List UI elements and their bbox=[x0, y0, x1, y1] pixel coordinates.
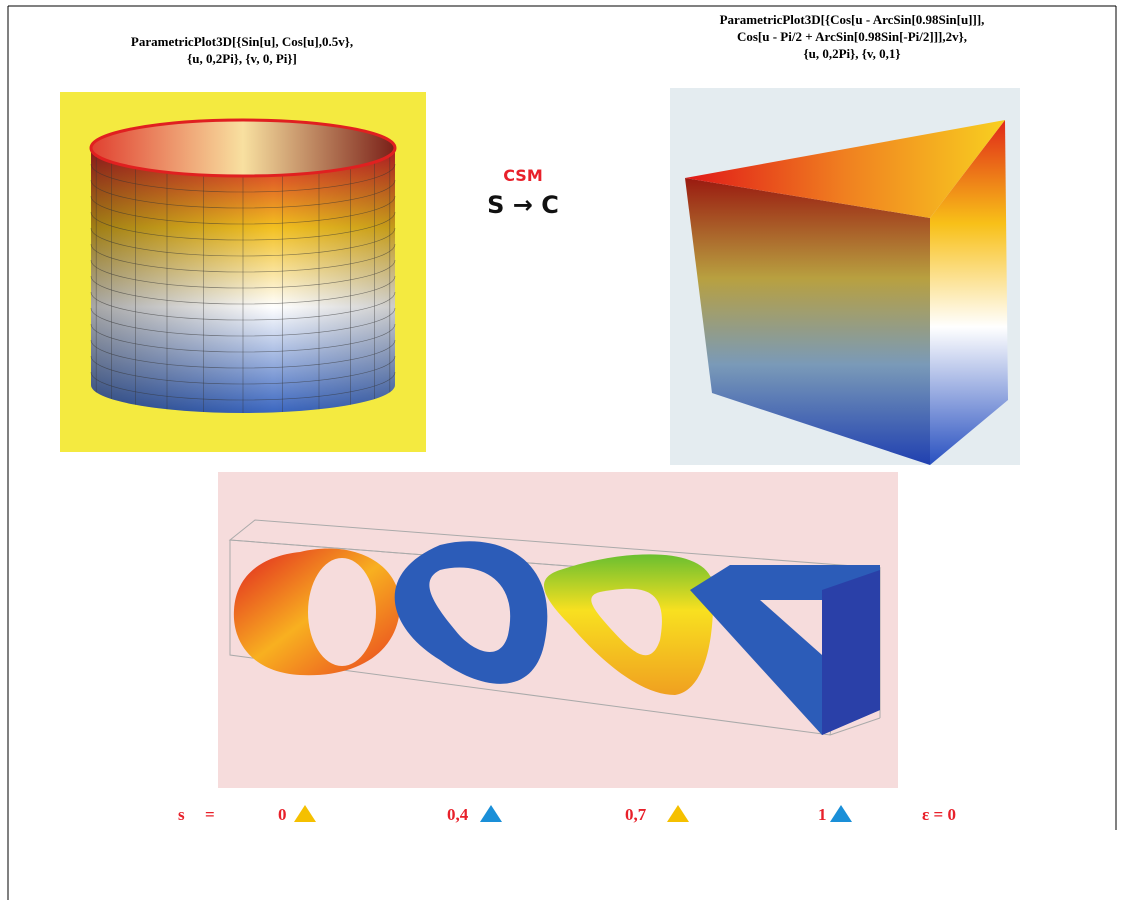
marker bbox=[294, 805, 316, 822]
transition-label: S → C bbox=[487, 191, 559, 219]
ribbon-hole bbox=[760, 600, 822, 655]
csm-label: CSM bbox=[503, 166, 542, 185]
box-edge bbox=[829, 717, 881, 736]
equals-label: = bbox=[205, 805, 215, 824]
marker bbox=[480, 805, 502, 822]
marker bbox=[830, 805, 852, 822]
s-value: 0,7 bbox=[625, 805, 647, 824]
s-value: 1 bbox=[818, 805, 827, 824]
s-value: 0,4 bbox=[447, 805, 469, 824]
ribbon-hole bbox=[308, 558, 376, 666]
epsilon-label: ε = 0 bbox=[922, 805, 956, 824]
prism-top bbox=[685, 120, 1005, 218]
ribbon-hole bbox=[429, 567, 511, 652]
right-caption: Cos[u - Pi/2 + ArcSin[0.98Sin[-Pi/2]]],2… bbox=[737, 29, 967, 44]
parameter-label: s bbox=[178, 805, 185, 824]
ribbon-s1-side bbox=[822, 570, 880, 735]
cylinder bbox=[89, 118, 397, 413]
right-caption: {u, 0,2Pi}, {v, 0,1} bbox=[803, 46, 900, 61]
right-caption: ParametricPlot3D[{Cos[u - ArcSin[0.98Sin… bbox=[720, 12, 985, 27]
ribbon-hole bbox=[591, 588, 662, 656]
cylinder-inside bbox=[91, 120, 395, 176]
cylinder-rim bbox=[89, 118, 397, 178]
prism-side bbox=[930, 120, 1008, 465]
left-caption: ParametricPlot3D[{Sin[u], Cos[u],0.5v}, bbox=[131, 34, 353, 49]
prism-front bbox=[685, 178, 930, 465]
marker bbox=[667, 805, 689, 822]
left-caption: {u, 0,2Pi}, {v, 0, Pi}] bbox=[187, 51, 297, 66]
s-value: 0 bbox=[278, 805, 287, 824]
